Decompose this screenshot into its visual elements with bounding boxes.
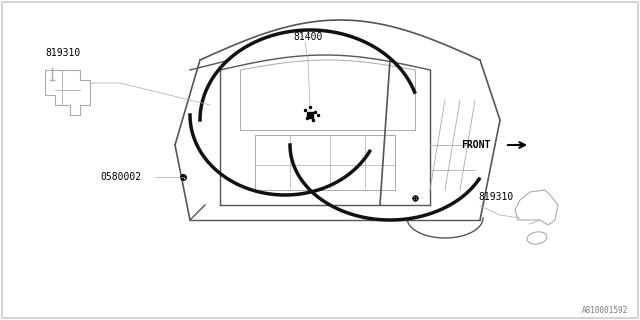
- Text: 0580002: 0580002: [100, 172, 141, 182]
- Polygon shape: [515, 190, 558, 225]
- Text: 819310: 819310: [45, 48, 80, 58]
- Ellipse shape: [527, 232, 547, 244]
- Polygon shape: [45, 70, 90, 115]
- Text: 819310: 819310: [478, 192, 513, 202]
- Text: A810001592: A810001592: [582, 306, 628, 315]
- Text: 81400: 81400: [293, 32, 323, 42]
- Text: FRONT: FRONT: [461, 140, 490, 150]
